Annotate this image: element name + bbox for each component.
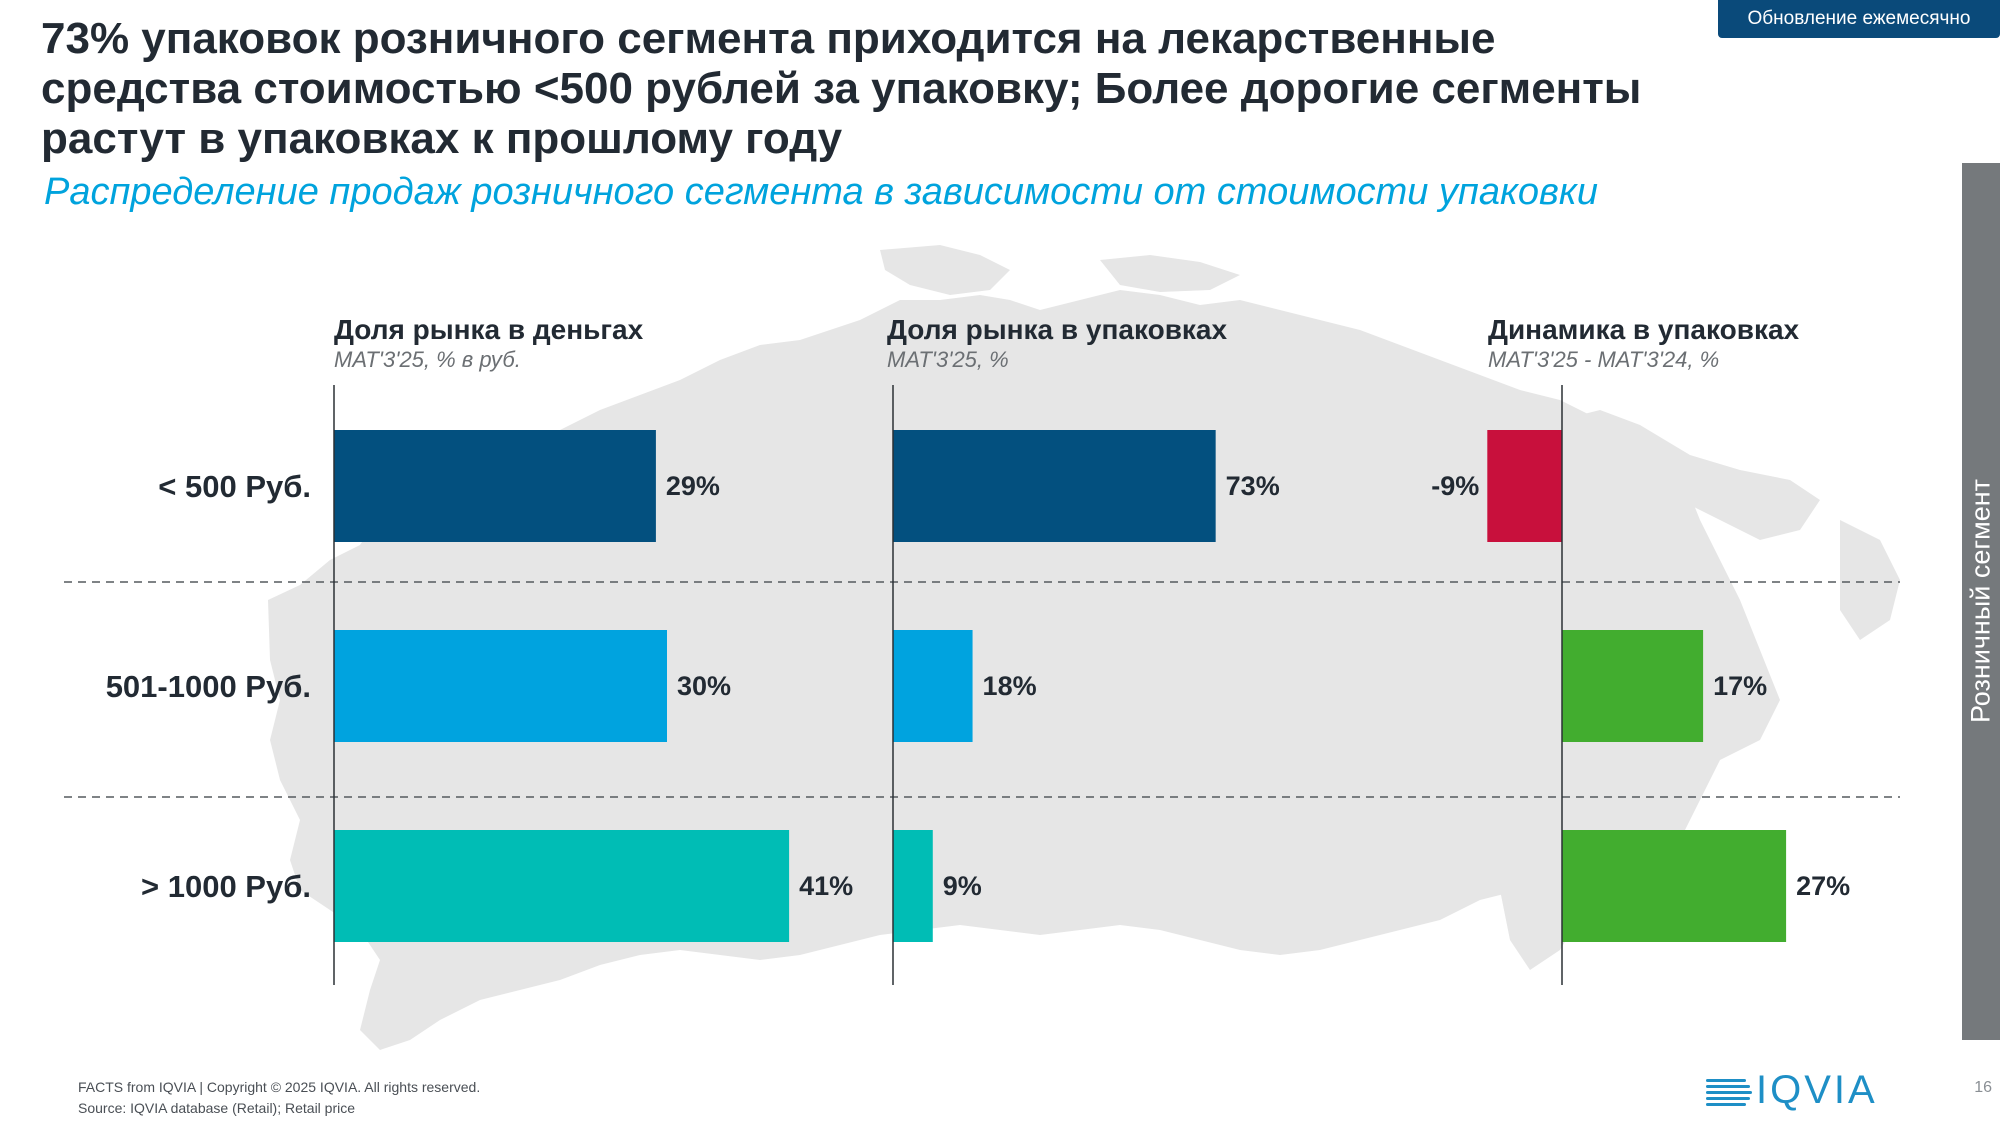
update-frequency-badge: Обновление ежемесячно	[1718, 0, 2000, 38]
category-label: > 1000 Руб.	[141, 869, 311, 904]
data-label: 17%	[1713, 671, 1767, 701]
panel-subtitle: MAT'3'25, % в руб.	[334, 347, 521, 372]
data-label: 30%	[677, 671, 731, 701]
panel-subtitle: MAT'3'25, %	[887, 347, 1009, 372]
bar	[1562, 830, 1787, 942]
slide-subtitle: Распределение продаж розничного сегмента…	[44, 171, 1598, 213]
footer-notes: FACTS from IQVIA | Copyright © 2025 IQVI…	[78, 1077, 480, 1119]
panel-title: Динамика в упаковках	[1488, 314, 1800, 345]
panel-title: Доля рынка в упаковках	[887, 314, 1227, 345]
bar	[893, 830, 933, 942]
iqvia-logo-text: IQVIA	[1756, 1068, 1878, 1112]
panel-subtitle: MAT'3'25 - MAT'3'24, %	[1488, 347, 1719, 372]
iqvia-logo: IQVIA	[1706, 1068, 1891, 1112]
data-label: 9%	[943, 871, 982, 901]
bar	[893, 430, 1216, 542]
bar	[893, 630, 973, 742]
category-label: 501-1000 Руб.	[106, 669, 311, 704]
data-label: 18%	[983, 671, 1037, 701]
slide-title: 73% упаковок розничного сегмента приходи…	[41, 14, 1642, 163]
data-label: 29%	[666, 471, 720, 501]
data-label: 27%	[1796, 871, 1850, 901]
iqvia-logo-lines-icon	[1706, 1075, 1752, 1106]
data-label: -9%	[1431, 471, 1479, 501]
bar	[1487, 430, 1562, 542]
bar	[1562, 630, 1704, 742]
panel-title: Доля рынка в деньгах	[334, 314, 644, 345]
category-label: < 500 Руб.	[158, 469, 311, 504]
data-label: 73%	[1226, 471, 1280, 501]
footer-copyright: FACTS from IQVIA | Copyright © 2025 IQVI…	[78, 1079, 481, 1095]
section-side-tab: Розничный сегмент	[1962, 163, 2000, 1040]
data-label: 41%	[799, 871, 853, 901]
footer-source: Source: IQVIA database (Retail); Retail …	[78, 1100, 356, 1116]
page-number: 16	[1974, 1079, 1992, 1096]
bar	[334, 430, 656, 542]
bar	[334, 630, 667, 742]
bar	[334, 830, 790, 942]
